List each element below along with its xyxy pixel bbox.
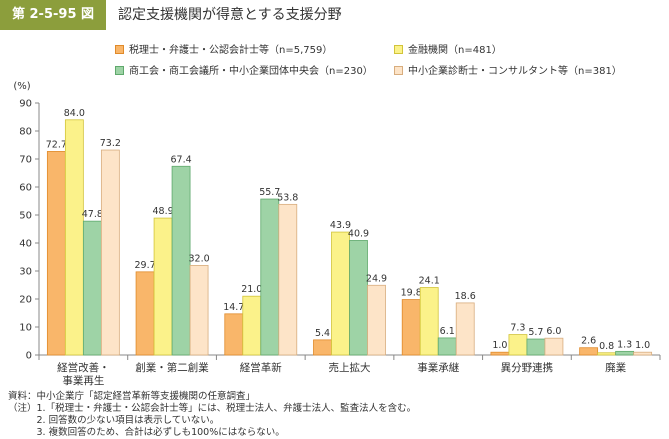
y-tick-label: 0 [26, 351, 32, 362]
bar [242, 295, 262, 356]
bar-value-label: 48.9 [152, 206, 173, 217]
legend-swatch-series-1 [115, 45, 124, 54]
bar [82, 220, 102, 356]
legend-label-series-2: 金融機関（n=481） [408, 45, 502, 56]
note-2: 2. 回答数の少ない項目は表示していない。 [8, 415, 220, 426]
legend-item-series-1: 税理士・弁護士・公認会計士等（n=5,759） [115, 44, 332, 58]
bar-value-label: 32.0 [188, 253, 209, 264]
bar-value-label: 19.8 [401, 288, 422, 299]
bar [579, 347, 599, 356]
bar-value-label: 1.0 [635, 340, 650, 351]
bar-value-label: 18.6 [455, 291, 476, 302]
x-category-label: 経営改善・ [57, 361, 110, 374]
y-tick-label: 30 [19, 267, 32, 278]
bar [437, 337, 457, 356]
bar [367, 284, 386, 356]
bar-value-label: 29.7 [134, 260, 155, 271]
legend-item-series-4: 中小企業診断士・コンサルタント等（n=381） [394, 65, 622, 79]
bar [260, 198, 280, 356]
legend-swatch-series-4 [394, 66, 403, 75]
x-category-label: 廃業 [605, 361, 626, 374]
y-tick-label: 40 [19, 239, 32, 250]
bar-value-label: 47.8 [82, 209, 103, 220]
bar-value-label: 84.0 [64, 108, 85, 119]
y-tick-label: 90 [19, 99, 32, 110]
bar-value-label: 6.1 [440, 326, 455, 337]
bar-value-label: 24.1 [419, 276, 440, 287]
bar-value-label: 67.4 [170, 154, 191, 165]
bar-value-label: 0.8 [599, 341, 614, 352]
bar-value-label: 6.0 [546, 326, 561, 337]
bar [490, 351, 510, 356]
x-category-label: 創業・第二創業 [135, 361, 209, 374]
x-category-label: 事業承継 [417, 361, 459, 374]
y-tick-label: 70 [19, 155, 32, 166]
bar [615, 350, 635, 356]
bar [597, 352, 617, 356]
note-1: （注）1.「税理士・弁護士・公認会計士等」には、税理士法人、弁護士法人、監査法人… [8, 403, 417, 414]
bar [349, 240, 368, 356]
legend-item-series-2: 金融機関（n=481） [394, 44, 502, 58]
bar-value-label: 24.9 [366, 273, 387, 284]
bar [135, 271, 155, 356]
bar-value-label: 55.7 [259, 187, 280, 198]
bar-value-label: 14.7 [223, 302, 244, 313]
bar-chart: (%) 0 10 20 30 40 50 60 70 80 90 72.7 84.0 47.8 73.2 経営… [13, 81, 661, 387]
figure-number-badge: 第 2-5-95 図 [0, 0, 106, 30]
legend-label-series-4: 中小企業診断士・コンサルタント等（n=381） [408, 66, 622, 77]
bar [278, 203, 298, 356]
bar [455, 302, 475, 356]
bar [100, 149, 120, 356]
legend-swatch-series-3 [115, 66, 124, 75]
y-tick-label: 20 [19, 295, 32, 306]
bar-value-label: 40.9 [348, 228, 369, 239]
bar [313, 339, 332, 356]
x-category-label: 経営革新 [240, 361, 282, 374]
bar-value-label: 73.2 [100, 138, 121, 149]
legend-item-series-3: 商工会・商工会議所・中小企業団体中央会（n=230） [115, 65, 373, 79]
y-tick-label: 50 [19, 211, 32, 222]
y-tick-label: 10 [19, 323, 32, 334]
chart-notes: 資料：中小企業庁「認定経営革新等支援機関の任意調査」 （注）1.「税理士・弁護士… [8, 391, 416, 439]
bar-value-label: 43.9 [330, 220, 351, 231]
figure-header: 第 2-5-95 図 認定支援機関が得意とする支援分野 [0, 0, 669, 30]
legend-label-series-3: 商工会・商工会議所・中小企業団体中央会（n=230） [129, 66, 373, 77]
bar-value-label: 1.0 [492, 340, 507, 351]
bar [331, 231, 350, 356]
bar-value-label: 53.8 [277, 192, 298, 203]
bar [153, 217, 173, 356]
bar [224, 313, 244, 356]
bar [46, 151, 66, 356]
bar-value-label: 72.7 [46, 139, 67, 150]
legend-label-series-1: 税理士・弁護士・公認会計士等（n=5,759） [129, 45, 333, 56]
figure-title: 認定支援機関が得意とする支援分野 [118, 7, 342, 23]
bar-value-label: 5.7 [528, 327, 543, 338]
x-category-label: 異分野連携 [501, 361, 554, 374]
bar-value-label: 1.3 [617, 339, 632, 350]
bar [171, 165, 191, 356]
bar-value-label: 21.0 [241, 284, 262, 295]
bar-value-label: 2.6 [581, 336, 596, 347]
y-tick-label: 80 [19, 127, 32, 138]
bar [419, 287, 439, 356]
bar-value-label: 5.4 [315, 328, 330, 339]
x-category-label: 事業再生 [62, 374, 104, 387]
y-axis-unit-label: (%) [13, 81, 30, 92]
legend-swatch-series-2 [394, 45, 403, 54]
x-category-label: 売上拡大 [329, 361, 371, 374]
bar [508, 334, 528, 356]
bar [544, 337, 564, 356]
bar-value-label: 7.3 [510, 323, 525, 334]
note-3: 3. 複数回答のため、合計は必ずしも100%にはならない。 [8, 427, 285, 438]
bar [526, 338, 546, 356]
bar [633, 351, 653, 356]
bar [401, 299, 421, 356]
note-source: 資料：中小企業庁「認定経営革新等支援機関の任意調査」 [8, 391, 256, 402]
y-tick-label: 60 [19, 183, 32, 194]
bar [189, 264, 209, 356]
bar [64, 119, 84, 356]
